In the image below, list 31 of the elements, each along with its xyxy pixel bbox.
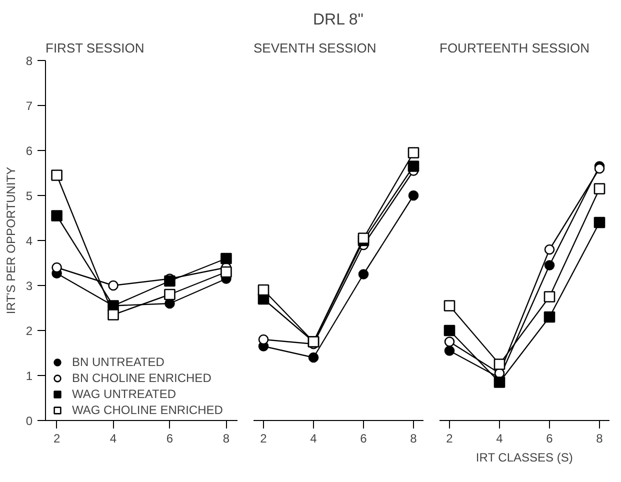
x-tick-label: 8 (410, 432, 418, 446)
y-tick-label: 4 (26, 234, 33, 248)
x-tick-label: 6 (166, 432, 174, 446)
y-tick-label: 3 (26, 279, 33, 293)
legend-label: BN CHOLINE ENRICHED (72, 370, 212, 386)
y-tick-label: 0 (26, 414, 33, 428)
x-tick-label: 8 (596, 432, 604, 446)
y-tick-label: 2 (26, 324, 33, 338)
x-tick-label: 2 (53, 432, 60, 446)
x-tick-label: 4 (496, 432, 504, 446)
x-tick-label: 8 (222, 432, 230, 446)
x-tick-label: 6 (360, 432, 368, 446)
y-tick-label: 8 (26, 54, 33, 68)
legend-label: WAG UNTREATED (72, 386, 176, 402)
legend-label: WAG CHOLINE ENRICHED (72, 402, 223, 418)
y-tick-label: 1 (26, 369, 33, 383)
x-tick-label: 2 (260, 432, 268, 446)
legend-label: BN UNTREATED (72, 354, 164, 370)
y-tick-label: 5 (26, 189, 33, 203)
x-tick-label: 2 (446, 432, 454, 446)
y-tick-label: 6 (26, 144, 33, 158)
chart-subtitle: FOURTEENTH SESSION (440, 40, 590, 56)
x-tick-label: 6 (546, 432, 554, 446)
x-tick-label: 4 (110, 432, 117, 446)
y-axis-title: IRT'S PER OPPORTUNITY (4, 166, 18, 314)
chart-subtitle: FIRST SESSION (46, 40, 144, 56)
chart-title: DRL 8" (312, 12, 364, 28)
x-axis-title: IRT CLASSES (S) (476, 450, 573, 464)
y-tick-label: 7 (26, 99, 33, 113)
x-tick-label: 4 (310, 432, 318, 446)
chart-subtitle: SEVENTH SESSION (254, 40, 376, 56)
